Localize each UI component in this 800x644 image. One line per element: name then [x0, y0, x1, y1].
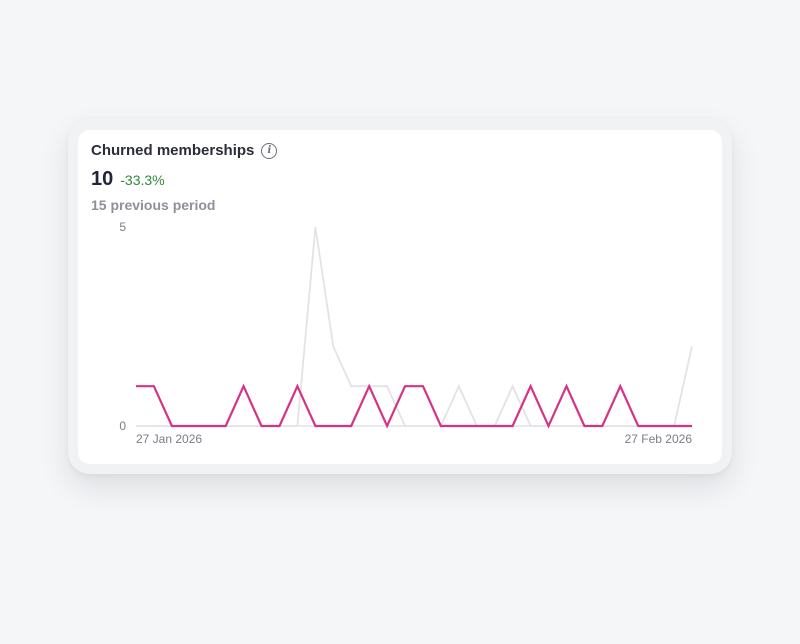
previous-data-point[interactable]	[295, 424, 300, 429]
previous-data-point[interactable]	[241, 424, 246, 429]
current-data-point[interactable]	[385, 424, 390, 429]
title-row: Churned memberships i	[91, 142, 278, 159]
metric-value: 10	[91, 168, 114, 190]
series-line-previous	[136, 226, 693, 427]
current-data-point[interactable]	[205, 424, 210, 429]
previous-data-point[interactable]	[456, 384, 461, 389]
current-data-point[interactable]	[546, 424, 551, 429]
previous-data-point[interactable]	[528, 424, 533, 429]
churned-memberships-card: Churned memberships i 10 -33.3% 15 previ…	[78, 130, 722, 464]
current-data-point[interactable]	[295, 384, 300, 389]
previous-data-point[interactable]	[313, 225, 318, 230]
previous-period-value: 15 previous period	[91, 197, 216, 213]
metric-change: -33.3%	[120, 172, 165, 188]
line-chart: 5 0 27 Jan 2026 27 Feb 2026	[119, 220, 695, 446]
current-data-point[interactable]	[367, 384, 372, 389]
previous-data-point[interactable]	[134, 424, 139, 429]
current-data-point[interactable]	[636, 424, 641, 429]
info-icon[interactable]: i	[261, 142, 278, 159]
current-data-point[interactable]	[672, 424, 677, 429]
current-data-point[interactable]	[187, 424, 192, 429]
y-tick-label: 0	[119, 419, 126, 433]
current-data-point[interactable]	[456, 424, 461, 429]
series-layer	[134, 225, 695, 429]
x-tick-label-start: 27 Jan 2026	[136, 432, 202, 446]
current-data-point[interactable]	[403, 384, 408, 389]
current-data-point[interactable]	[618, 384, 623, 389]
previous-data-point[interactable]	[385, 384, 390, 389]
previous-data-point[interactable]	[690, 344, 695, 349]
previous-data-point[interactable]	[151, 424, 156, 429]
previous-data-point[interactable]	[510, 384, 515, 389]
current-data-point[interactable]	[277, 424, 282, 429]
previous-data-point[interactable]	[618, 424, 623, 429]
current-data-point[interactable]	[474, 424, 479, 429]
current-data-point[interactable]	[600, 424, 605, 429]
current-data-point[interactable]	[421, 384, 426, 389]
current-data-point[interactable]	[528, 384, 533, 389]
current-data-point[interactable]	[654, 424, 659, 429]
current-data-point[interactable]	[510, 424, 515, 429]
current-data-point[interactable]	[331, 424, 336, 429]
card-title: Churned memberships	[91, 142, 255, 159]
current-data-point[interactable]	[564, 384, 569, 389]
current-data-point[interactable]	[241, 384, 246, 389]
previous-data-point[interactable]	[564, 424, 569, 429]
current-data-point[interactable]	[259, 424, 264, 429]
current-data-point[interactable]	[223, 424, 228, 429]
series-line-current	[136, 383, 692, 429]
card-shell: Churned memberships i 10 -33.3% 15 previ…	[68, 118, 732, 474]
previous-data-point[interactable]	[349, 384, 354, 389]
previous-data-point[interactable]	[403, 424, 408, 429]
current-data-point[interactable]	[151, 384, 156, 389]
value-row: 10 -33.3%	[91, 168, 165, 191]
current-data-point[interactable]	[690, 424, 695, 429]
current-data-point[interactable]	[169, 424, 174, 429]
current-data-point[interactable]	[492, 424, 497, 429]
previous-data-point[interactable]	[421, 424, 426, 429]
current-data-point[interactable]	[349, 424, 354, 429]
x-tick-label-end: 27 Feb 2026	[625, 432, 693, 446]
current-data-point[interactable]	[582, 424, 587, 429]
previous-data-point[interactable]	[331, 344, 336, 349]
current-data-point[interactable]	[134, 384, 139, 389]
y-tick-label: 5	[119, 220, 126, 234]
current-data-point[interactable]	[313, 424, 318, 429]
current-data-point[interactable]	[438, 424, 443, 429]
